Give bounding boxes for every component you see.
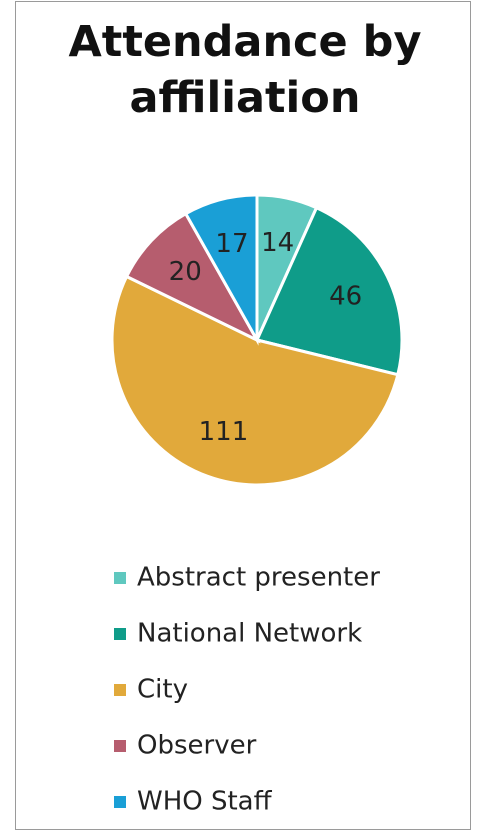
data-label: 20 xyxy=(169,257,202,287)
data-label: 111 xyxy=(199,417,249,447)
frame xyxy=(15,1,471,830)
data-label: 17 xyxy=(215,229,248,259)
legend-swatch xyxy=(114,684,126,696)
data-label: 14 xyxy=(261,228,294,258)
chart-title: Attendance by affiliation xyxy=(68,17,422,123)
legend-label: National Network xyxy=(137,619,362,649)
data-label: 46 xyxy=(329,281,362,311)
legend-swatch xyxy=(114,628,126,640)
pie-slice xyxy=(110,274,400,487)
legend-swatch xyxy=(114,796,126,808)
pie-slice xyxy=(183,193,259,346)
legend-swatch xyxy=(114,740,126,752)
pie-slice xyxy=(254,205,404,377)
legend-label: Observer xyxy=(137,731,257,761)
legend-label: Abstract presenter xyxy=(137,563,380,593)
legend-label: WHO Staff xyxy=(137,787,273,817)
pie-slice xyxy=(124,211,261,344)
legend-swatch xyxy=(114,572,126,584)
legend-label: City xyxy=(137,675,188,705)
